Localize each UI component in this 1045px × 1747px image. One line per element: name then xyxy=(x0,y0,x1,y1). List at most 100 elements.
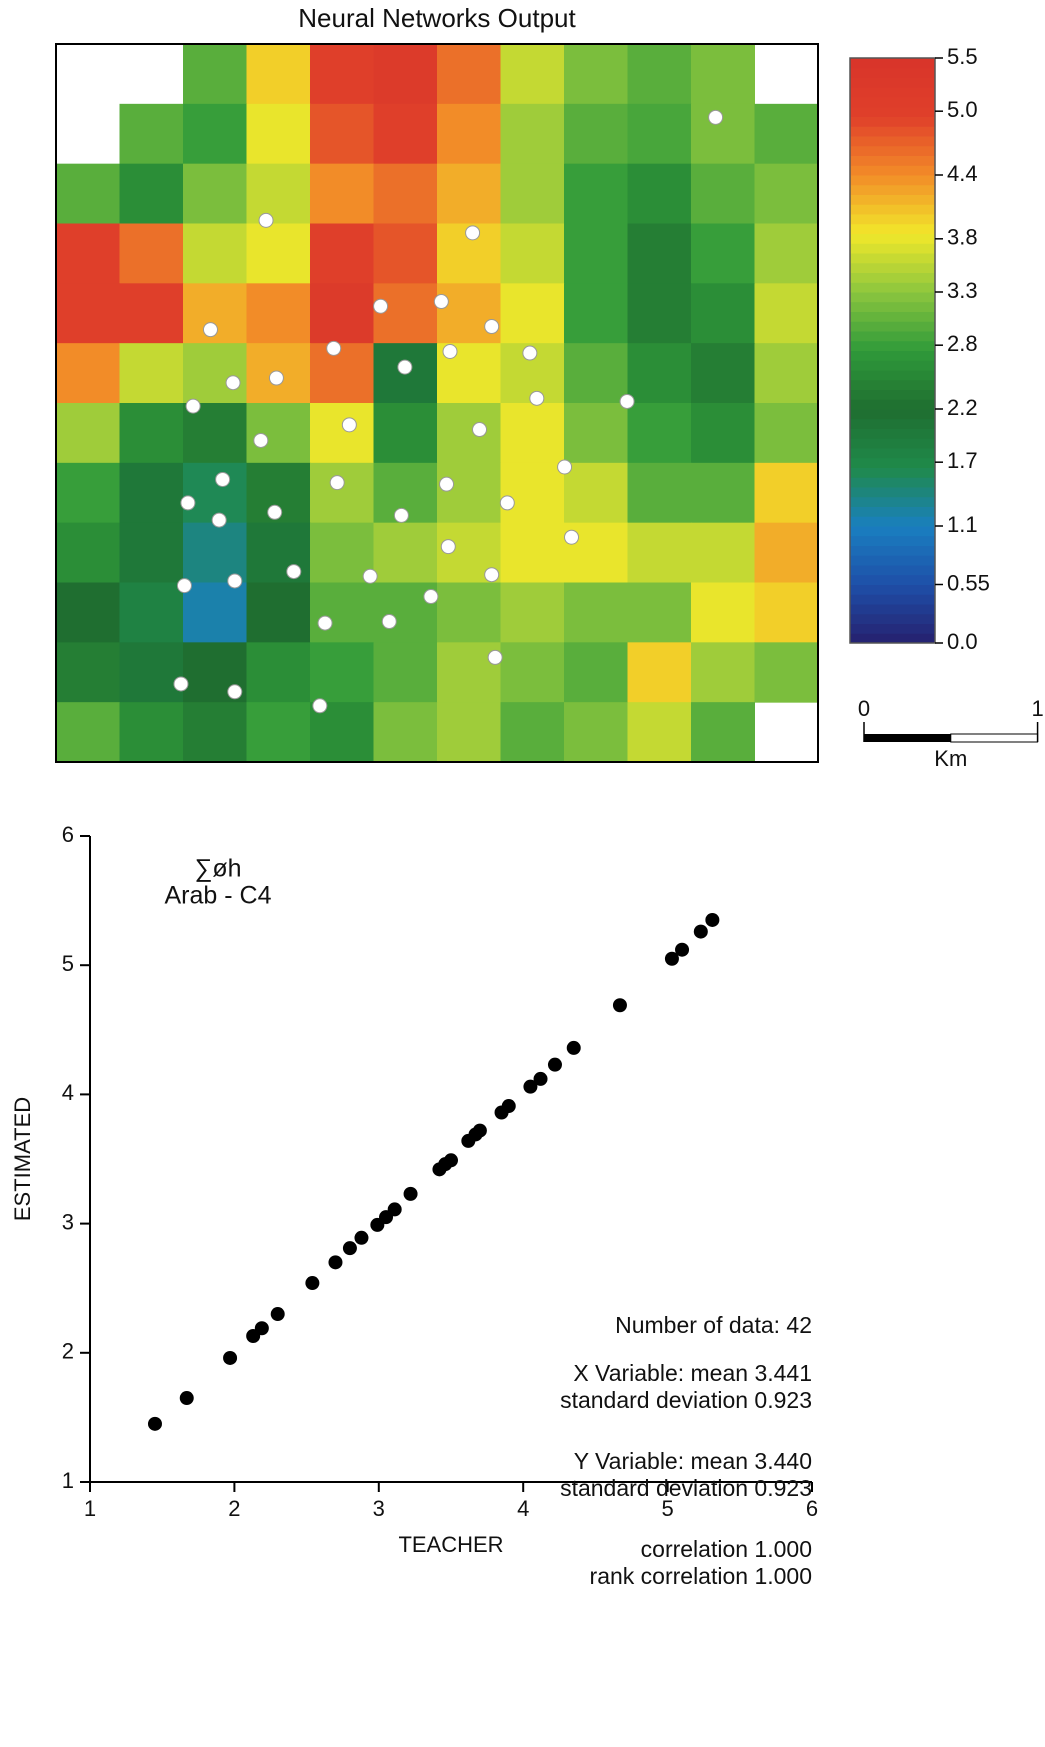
heat-cell xyxy=(310,283,374,344)
well-point xyxy=(215,471,231,487)
heat-cell xyxy=(246,283,311,344)
heat-cell xyxy=(437,103,501,165)
well-point xyxy=(557,459,573,475)
heat-cell xyxy=(56,403,120,464)
colorbar-tick-label: 5.0 xyxy=(947,97,978,122)
y-tick-label: 6 xyxy=(62,822,74,847)
colorbar-band xyxy=(850,477,935,488)
well-point xyxy=(472,422,488,438)
colorbar-band xyxy=(850,67,935,78)
heat-cell xyxy=(437,403,501,464)
heat-cell xyxy=(437,163,501,224)
scalebar-unit: Km xyxy=(934,746,967,771)
scatter-point xyxy=(254,1321,269,1336)
colorbar-band xyxy=(850,233,935,244)
heat-cell xyxy=(564,44,628,105)
annotation: ∑øh xyxy=(195,855,242,883)
colorbar-band xyxy=(850,604,935,615)
x-tick-label: 2 xyxy=(228,1496,240,1521)
x-tick-label: 3 xyxy=(373,1496,385,1521)
well-point xyxy=(373,298,389,314)
heat-cell xyxy=(246,582,311,643)
heat-cell xyxy=(691,462,755,524)
scatter-point xyxy=(179,1391,194,1406)
heat-cell xyxy=(500,163,565,224)
heat-cell xyxy=(437,283,501,344)
heat-cell xyxy=(627,642,692,703)
heat-cell xyxy=(119,582,184,643)
stats-text: rank correlation 1.000 xyxy=(590,1563,812,1589)
colorbar-tick-label: 5.5 xyxy=(947,44,978,69)
heat-cell xyxy=(56,343,120,404)
heat-cell xyxy=(754,103,819,165)
colorbar-band xyxy=(850,457,935,468)
colorbar-tick-label: 2.8 xyxy=(947,331,978,356)
colorbar-band xyxy=(850,409,935,420)
heat-cell xyxy=(183,582,247,643)
well-point xyxy=(381,614,397,630)
heat-cell xyxy=(56,462,120,524)
colorbar-band xyxy=(850,331,935,342)
stats-text: Y Variable: mean 3.440 xyxy=(574,1448,812,1474)
heat-cell xyxy=(56,702,120,763)
well-point xyxy=(286,564,302,580)
well-point xyxy=(225,375,241,391)
well-point xyxy=(619,393,635,409)
colorbar-band xyxy=(850,399,935,410)
heat-cell xyxy=(691,103,755,165)
well-point xyxy=(227,573,243,589)
heat-cell xyxy=(754,403,819,464)
colorbar-band xyxy=(850,77,935,88)
heat-cell xyxy=(627,343,692,404)
heat-cell xyxy=(310,163,374,224)
scatter-point xyxy=(675,942,690,957)
well-point xyxy=(442,343,458,359)
colorbar-band xyxy=(850,545,935,556)
colorbar-band xyxy=(850,194,935,205)
heat-cell xyxy=(564,103,628,165)
colorbar-band xyxy=(850,272,935,283)
heat-cell xyxy=(691,223,755,284)
well-point xyxy=(499,495,515,511)
heat-cell xyxy=(183,44,247,105)
heat-cell xyxy=(310,44,374,105)
colorbar-band xyxy=(850,165,935,176)
well-point xyxy=(708,109,724,125)
scalebar-white xyxy=(950,733,1039,743)
colorbar-band xyxy=(850,487,935,498)
heat-cell xyxy=(119,522,184,583)
scatter-point xyxy=(270,1307,285,1322)
scatter-point xyxy=(403,1186,418,1201)
heat-cell xyxy=(500,462,565,524)
heat-cell xyxy=(183,462,247,524)
heat-cell xyxy=(500,642,565,703)
heat-cell xyxy=(691,642,755,703)
x-tick-label: 4 xyxy=(517,1496,529,1521)
colorbar-band xyxy=(850,535,935,546)
colorbar-band xyxy=(850,106,935,117)
well-point xyxy=(341,417,357,433)
colorbar-tick-label: 1.1 xyxy=(947,512,978,537)
heat-cell xyxy=(310,642,374,703)
heat-cell xyxy=(183,702,247,763)
heat-cell xyxy=(119,343,184,404)
heat-cell xyxy=(627,582,692,643)
well-point xyxy=(484,567,500,583)
colorbar-band xyxy=(850,262,935,273)
colorbar-band xyxy=(850,438,935,449)
heat-cell xyxy=(754,283,819,344)
heat-cell xyxy=(564,223,628,284)
colorbar-band xyxy=(850,145,935,156)
colorbar-band xyxy=(850,301,935,312)
scalebar-label: 1 xyxy=(1031,696,1043,721)
heat-cell xyxy=(691,582,755,643)
heat-cell xyxy=(500,44,565,105)
heat-cell xyxy=(627,283,692,344)
well-point xyxy=(484,319,500,335)
scatter-point xyxy=(566,1040,581,1055)
well-point xyxy=(440,539,456,555)
well-point xyxy=(211,512,227,528)
heat-cell xyxy=(56,642,120,703)
heat-cell xyxy=(246,163,311,224)
scatter-point xyxy=(501,1099,516,1114)
